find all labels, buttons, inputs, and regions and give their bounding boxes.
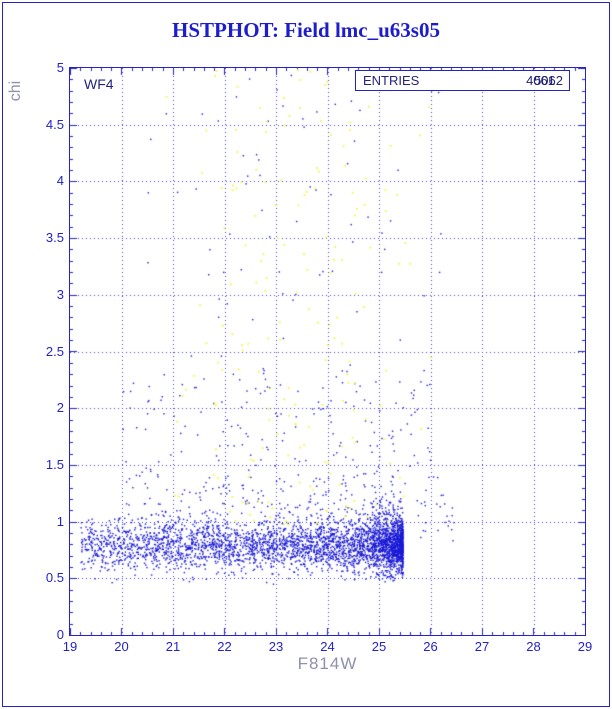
x-tick-label: 27 [474,639,490,654]
y-tick-label: 1 [56,513,64,529]
x-tick-label: 19 [62,639,78,654]
x-tick-label: 20 [114,639,129,654]
y-tick-label: 2.5 [45,343,64,359]
y-tick-label: 2 [56,400,64,416]
y-tick-label: 3.5 [45,230,64,246]
y-axis-label: chi [7,80,24,102]
y-tick-label: 5 [56,60,64,75]
y-tick-label: 4.5 [45,116,64,132]
x-axis-ticks: 19 20 21 22 23 24 25 26 27 28 29 [63,639,592,655]
scatter-canvas [70,68,585,635]
plot-area [69,67,586,636]
page-title: HSTPHOT: Field lmc_u63s05 [172,18,440,42]
entries-value-ghost: 4061 [526,73,555,88]
y-axis-ticks: 0 0.5 1 1.5 2 2.5 3 3.5 4 4.5 5 [30,60,64,642]
x-tick-label: 26 [423,639,438,654]
x-tick-label: 23 [268,639,284,654]
x-tick-label: 29 [577,639,593,654]
y-tick-label: 0 [56,627,64,642]
entries-stats-box: ENTRIES 4061 5062 [355,70,570,91]
detector-label: WF4 [84,76,114,92]
entries-label: ENTRIES [363,73,420,88]
entries-value: 5062 [534,73,563,88]
x-axis-label: F814W [297,654,358,673]
x-tick-label: 24 [320,639,335,654]
x-tick-label: 21 [165,639,181,654]
y-tick-label: 3 [56,286,64,302]
x-tick-label: 25 [371,639,387,654]
y-tick-label: 4 [56,173,64,189]
x-tick-label: 28 [526,639,541,654]
y-tick-label: 0.5 [45,570,64,586]
y-tick-label: 1.5 [45,456,64,472]
x-tick-label: 22 [217,639,232,654]
